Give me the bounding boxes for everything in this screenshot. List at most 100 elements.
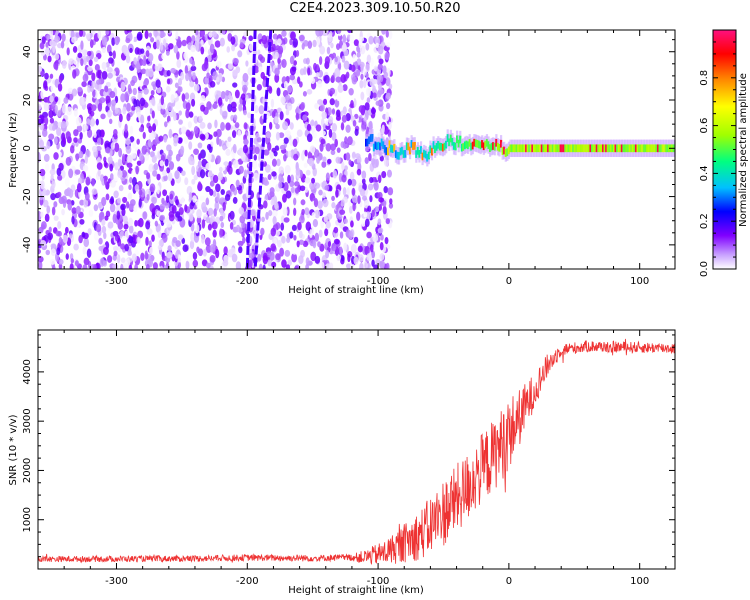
spectrogram-noise-cell xyxy=(126,257,131,267)
spectrogram-noise-cell xyxy=(221,30,226,35)
spectrogram-noise-cell xyxy=(269,220,274,230)
spectrogram-signal-cell xyxy=(459,135,462,144)
spectrogram-signal-cell xyxy=(396,151,399,160)
spectrogram-noise-cell xyxy=(383,186,388,194)
colorbar-tick-label: 0.8 xyxy=(699,70,710,86)
spectrogram-noise-cell xyxy=(302,91,307,97)
spectrogram-noise-cell xyxy=(70,145,75,154)
spectrogram-noise-cell xyxy=(84,192,90,201)
spectrogram-noise-cell xyxy=(230,185,236,193)
spectrogram-noise-cell xyxy=(42,128,48,138)
spectrogram-noise-cell xyxy=(196,216,202,224)
spectrogram-noise-cell xyxy=(120,203,126,211)
spectrogram-noise-cell xyxy=(336,95,342,102)
spectrogram-noise-cell xyxy=(133,98,138,108)
spectrogram-noise-cell xyxy=(277,45,284,55)
spectrogram-signal-cell xyxy=(644,144,647,153)
spectrogram-noise-cell xyxy=(213,131,218,138)
spectrogram-noise-cell xyxy=(372,233,379,243)
spectrogram-signal-cell xyxy=(602,144,605,153)
spectrogram-noise-cell xyxy=(113,190,119,199)
spectrogram-signal-cell xyxy=(603,144,606,153)
spectrogram-noise-cell xyxy=(345,124,351,133)
spectrogram-noise-cell xyxy=(160,108,166,115)
spectrogram-noise-cell xyxy=(352,120,357,127)
spectrogram-signal-cell xyxy=(479,141,482,150)
spectrogram-noise-cell xyxy=(212,174,219,184)
spectrogram-noise-cell xyxy=(385,102,391,110)
spectrogram-noise-cell xyxy=(126,102,131,112)
spectrogram-noise-cell xyxy=(124,49,130,57)
spectrogram-noise-cell xyxy=(274,51,279,60)
spectrogram-signal-cell xyxy=(407,142,410,151)
spectrogram-noise-cell xyxy=(361,121,367,130)
spectrogram-noise-cell xyxy=(151,234,155,242)
spectrogram-noise-cell xyxy=(49,117,55,124)
spectrogram-noise-cell xyxy=(227,30,234,34)
spectrogram-signal-cell xyxy=(368,136,371,145)
spectrogram-noise-cell xyxy=(232,143,237,154)
spectrogram-noise-cell xyxy=(378,58,384,65)
spectrogram-noise-cell xyxy=(369,244,374,253)
spectrogram-noise-cell xyxy=(212,103,218,109)
spectrogram-noise-cell xyxy=(147,138,152,148)
spectrogram-noise-cell xyxy=(331,195,335,202)
spectrogram-noise-cell xyxy=(62,136,67,146)
spectrogram-signal-cell xyxy=(372,143,376,152)
spectrogram-noise-cell xyxy=(339,231,344,239)
spectrogram-noise-cell xyxy=(278,181,283,189)
spectrogram-noise-cell xyxy=(272,33,278,40)
spectrogram-noise-cell xyxy=(277,57,281,65)
spectrogram-noise-cell xyxy=(191,98,196,107)
spectrogram-noise-cell xyxy=(234,122,240,129)
spectrogram-noise-cell xyxy=(197,181,202,191)
spectrogram-noise-cell xyxy=(145,263,150,269)
spectrogram-noise-cell xyxy=(101,36,106,46)
spectrogram-noise-cell xyxy=(64,177,70,187)
spectrogram-noise-cell xyxy=(86,55,90,63)
spectrogram-noise-cell xyxy=(356,52,361,58)
spectrogram-noise-cell xyxy=(44,163,50,172)
spectrogram-noise-cell xyxy=(385,30,389,38)
spectrogram-signal-cell xyxy=(481,140,484,148)
spectrogram-noise-cell xyxy=(82,49,88,56)
spectrogram-noise-cell xyxy=(53,152,59,160)
spectrogram-noise-cell xyxy=(177,234,184,241)
spectrogram-noise-cell xyxy=(382,200,387,207)
spectrogram-noise-cell xyxy=(215,155,221,165)
spectrogram-noise-cell xyxy=(109,163,114,172)
spectrogram-noise-cell xyxy=(150,151,155,158)
spectrogram-noise-cell xyxy=(93,231,99,241)
spectrogram-noise-cell xyxy=(77,52,83,59)
spectrogram-noise-cell xyxy=(242,72,249,83)
spectrogram-signal-cell xyxy=(642,144,646,153)
spectrogram-noise-cell xyxy=(300,102,305,111)
spectrogram-noise-cell xyxy=(320,130,326,136)
spectrogram-noise-cell xyxy=(313,62,317,71)
spectrogram-noise-cell xyxy=(118,147,123,158)
spectrogram-noise-cell xyxy=(140,252,145,262)
spectrogram-noise-cell xyxy=(289,122,294,130)
spectrogram-signal-cell xyxy=(427,151,430,160)
spectrogram-noise-cell xyxy=(148,84,152,92)
spectrogram-noise-cell xyxy=(38,131,41,137)
spectrogram-signal-cell xyxy=(434,145,437,154)
spectrogram-noise-cell xyxy=(81,96,86,106)
spectrogram-noise-cell xyxy=(289,56,295,65)
spectrogram-noise-cell xyxy=(93,263,97,269)
snr-y-tick-label: 1000 xyxy=(22,507,33,532)
spectrogram-noise-cell xyxy=(305,263,309,269)
spectrogram-noise-cell xyxy=(387,187,394,196)
spectrogram-noise-cell xyxy=(185,72,190,82)
spectrogram-noise-cell xyxy=(147,115,151,122)
spectrogram-noise-cell xyxy=(116,210,121,220)
spectrogram-noise-cell xyxy=(138,198,142,208)
spectrogram-noise-cell xyxy=(351,151,356,159)
spectrogram-noise-cell xyxy=(212,229,217,238)
spectrogram-noise-cell xyxy=(75,205,81,215)
spectrogram-noise-cell xyxy=(331,243,337,252)
spectrogram-signal-cell xyxy=(388,140,391,149)
spectrogram-noise-cell xyxy=(166,221,172,228)
spectrogram-noise-cell xyxy=(152,170,158,177)
spectrogram-noise-cell xyxy=(169,193,174,200)
